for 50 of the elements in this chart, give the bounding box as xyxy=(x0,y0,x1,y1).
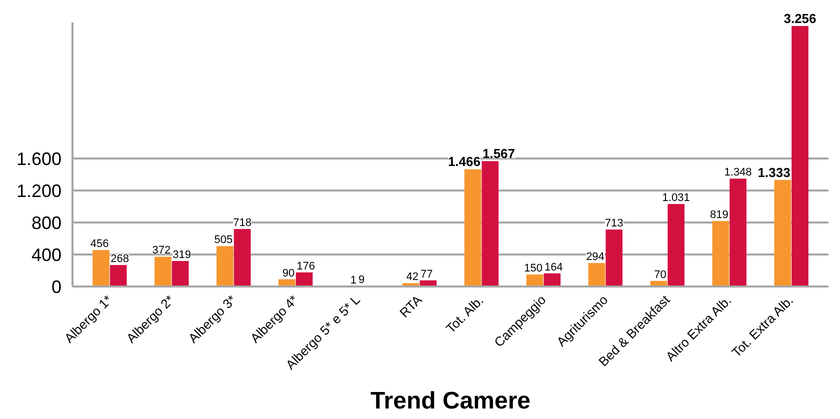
data-label: 456 xyxy=(90,238,109,250)
data-label: 90 xyxy=(282,267,295,280)
data-label: 268 xyxy=(110,253,130,266)
bar xyxy=(668,204,684,286)
data-label: 70 xyxy=(654,268,666,281)
bar xyxy=(712,220,730,286)
data-label: 150 xyxy=(524,262,542,274)
bar xyxy=(234,229,251,286)
bar xyxy=(110,265,127,286)
data-label: 176 xyxy=(296,260,315,272)
bar xyxy=(92,250,110,286)
x-tick-label: RTA xyxy=(396,292,426,320)
x-tick-label: Tot. Alb. xyxy=(442,292,486,336)
data-label: 372 xyxy=(152,244,171,257)
data-label: 819 xyxy=(710,208,728,221)
data-label: 505 xyxy=(214,234,233,246)
data-label: 1.348 xyxy=(724,166,752,179)
bar xyxy=(588,262,606,286)
data-label: 319 xyxy=(172,248,192,261)
bar xyxy=(730,178,746,286)
data-label: 713 xyxy=(604,217,624,230)
data-label: 77 xyxy=(420,268,433,280)
y-tick-label: 0 xyxy=(51,277,62,297)
y-tick-label: 800 xyxy=(31,213,62,233)
bar xyxy=(172,260,189,286)
data-label: 1.333 xyxy=(758,164,790,180)
data-label: 9 xyxy=(358,274,365,286)
bar xyxy=(792,26,808,286)
bar xyxy=(544,273,561,286)
data-label: 1.567 xyxy=(482,146,516,162)
data-label: 3.256 xyxy=(784,11,816,26)
data-label: 1 xyxy=(350,274,357,286)
data-label: 1.031 xyxy=(662,192,690,204)
bar xyxy=(774,180,792,286)
bar xyxy=(606,229,623,286)
bar xyxy=(464,169,482,286)
bar xyxy=(526,274,544,286)
data-label: 164 xyxy=(544,261,563,274)
bar xyxy=(482,161,499,286)
y-tick-label: 400 xyxy=(31,245,62,265)
text: Trend Camere xyxy=(370,388,531,414)
data-label: 42 xyxy=(406,271,419,284)
data-label: 1.466 xyxy=(448,154,480,170)
bar xyxy=(216,246,234,286)
data-label: 294 xyxy=(586,250,604,263)
y-tick-label: 1.200 xyxy=(16,181,62,201)
y-tick-label: 1.600 xyxy=(16,149,62,169)
bar xyxy=(296,272,313,286)
data-label: 718 xyxy=(233,217,252,230)
bar xyxy=(154,256,172,286)
